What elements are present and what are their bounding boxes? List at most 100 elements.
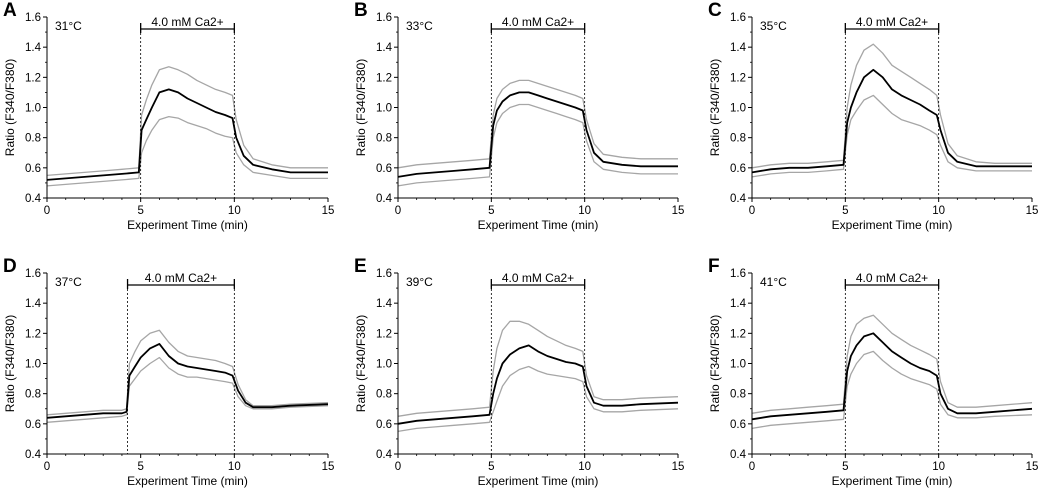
- panel-e: 4.0 mM Ca2+ 0.4 0.6 0.8 1.0 1.2 1.4 1.6 0 5 10 15 Ex…: [354, 256, 684, 488]
- panel-f: 4.0 mM Ca2+ 0.4 0.6 0.8 1.0 1.2 1.4 1.6 0 5 10 15 Ex…: [708, 256, 1038, 488]
- y-tick-label: 1.6: [730, 268, 746, 280]
- series-line-lower: [751, 350, 1033, 430]
- x-tick-label: 10: [578, 461, 591, 473]
- y-tick-label: 1.0: [376, 359, 392, 371]
- temperature-label: 39°C: [406, 275, 433, 289]
- treatment-label: 4.0 mM Ca2+: [856, 15, 928, 29]
- series-line-upper: [46, 329, 329, 416]
- y-tick-label: 0.8: [376, 389, 392, 401]
- y-tick-label: 0.6: [730, 419, 746, 431]
- x-axis-label: Experiment Time (min): [478, 218, 599, 232]
- series-line-upper: [46, 66, 328, 177]
- y-tick-label: 1.0: [25, 103, 41, 115]
- y-tick-label: 1.2: [376, 72, 392, 84]
- panel-letter: F: [708, 256, 720, 277]
- series-line-upper: [751, 314, 1033, 414]
- x-tick-label: 5: [842, 205, 848, 217]
- y-axis-label: Ratio (F340/F380): [354, 315, 368, 412]
- y-tick-label: 1.6: [376, 268, 392, 280]
- y-axis-label: Ratio (F340/F380): [3, 315, 17, 412]
- y-tick-label: 0.8: [25, 389, 41, 401]
- y-tick-label: 1.4: [25, 42, 42, 54]
- panel-b: 4.0 mM Ca2+ 0.4 0.6 0.8 1.0 1.2 1.4 1.6 0 5 10 15 Ex…: [354, 0, 684, 232]
- x-axis-label: Experiment Time (min): [832, 218, 953, 232]
- x-axis-label: Experiment Time (min): [127, 218, 248, 232]
- x-tick-label: 10: [932, 205, 945, 217]
- y-tick-label: 1.0: [730, 359, 746, 371]
- series-line-lower: [751, 94, 1032, 178]
- y-axis-label: Ratio (F340/F380): [3, 59, 17, 156]
- temperature-label: 33°C: [406, 19, 433, 33]
- x-tick-label: 10: [578, 205, 591, 217]
- y-axis-label: Ratio (F340/F380): [354, 59, 368, 156]
- panel-d: 4.0 mM Ca2+ 0.4 0.6 0.8 1.0 1.2 1.4 1.6 0 5 10 15 Ex…: [3, 256, 334, 488]
- treatment-label: 4.0 mM Ca2+: [145, 271, 217, 285]
- y-axis-label: Ratio (F340/F380): [708, 59, 722, 156]
- x-tick-label: 0: [44, 461, 50, 473]
- temperature-label: 37°C: [55, 275, 82, 289]
- series-line-lower: [397, 103, 678, 187]
- x-tick-label: 0: [749, 205, 755, 217]
- series-line-mean: [397, 344, 679, 425]
- x-tick-label: 5: [137, 205, 143, 217]
- x-axis-label: Experiment Time (min): [478, 474, 599, 488]
- y-tick-label: 1.0: [376, 103, 392, 115]
- y-tick-label: 0.6: [376, 163, 392, 175]
- x-tick-label: 5: [488, 461, 494, 473]
- y-tick-label: 1.0: [25, 359, 41, 371]
- series-line-mean: [46, 88, 328, 181]
- x-tick-label: 5: [842, 461, 848, 473]
- x-tick-label: 0: [749, 461, 755, 473]
- series-line-upper: [751, 43, 1032, 169]
- y-tick-label: 0.6: [25, 163, 41, 175]
- y-tick-label: 0.8: [730, 389, 746, 401]
- x-tick-label: 15: [322, 205, 335, 217]
- series-line-lower: [46, 115, 328, 187]
- y-tick-label: 1.2: [730, 328, 746, 340]
- y-tick-label: 0.8: [730, 133, 746, 145]
- panel-letter: A: [3, 0, 17, 21]
- panel-c: 4.0 mM Ca2+ 0.4 0.6 0.8 1.0 1.2 1.4 1.6 0 5 10 15 Ex…: [708, 0, 1038, 232]
- y-tick-label: 0.4: [730, 193, 747, 205]
- y-tick-label: 1.4: [376, 298, 393, 310]
- y-tick-label: 0.4: [376, 449, 393, 461]
- series-line-lower: [397, 365, 679, 433]
- y-tick-label: 1.4: [25, 298, 42, 310]
- y-tick-label: 1.6: [25, 268, 41, 280]
- panel-letter: E: [354, 256, 367, 277]
- series-line-lower: [46, 356, 329, 423]
- x-tick-label: 15: [1026, 205, 1039, 217]
- y-tick-label: 1.6: [730, 12, 746, 24]
- y-tick-label: 1.4: [376, 42, 393, 54]
- y-tick-label: 1.2: [25, 328, 41, 340]
- temperature-label: 31°C: [55, 19, 82, 33]
- panel-letter: C: [708, 0, 722, 21]
- x-tick-label: 15: [672, 205, 685, 217]
- y-tick-label: 0.4: [730, 449, 747, 461]
- x-tick-label: 10: [228, 461, 241, 473]
- x-tick-label: 15: [1026, 461, 1039, 473]
- series-line-mean: [397, 91, 678, 178]
- y-tick-label: 1.2: [25, 72, 41, 84]
- y-tick-label: 1.0: [730, 103, 746, 115]
- series-line-mean: [46, 342, 329, 419]
- x-tick-label: 5: [137, 461, 143, 473]
- x-tick-label: 10: [228, 205, 241, 217]
- x-tick-label: 0: [395, 461, 401, 473]
- temperature-label: 35°C: [760, 19, 787, 33]
- y-tick-label: 0.6: [25, 419, 41, 431]
- x-tick-label: 0: [44, 205, 50, 217]
- series-line-mean: [751, 68, 1032, 174]
- x-tick-label: 15: [672, 461, 685, 473]
- treatment-label: 4.0 mM Ca2+: [151, 15, 223, 29]
- y-tick-label: 0.8: [25, 133, 41, 145]
- y-tick-label: 1.6: [376, 12, 392, 24]
- y-axis-label: Ratio (F340/F380): [708, 315, 722, 412]
- panel-a: 4.0 mM Ca2+ 0.4 0.6 0.8 1.0 1.2 1.4 1.6 0 5 10 15 Ex…: [3, 0, 334, 232]
- treatment-label: 4.0 mM Ca2+: [502, 15, 574, 29]
- x-axis-label: Experiment Time (min): [127, 474, 248, 488]
- y-tick-label: 1.2: [376, 328, 392, 340]
- x-tick-label: 10: [932, 461, 945, 473]
